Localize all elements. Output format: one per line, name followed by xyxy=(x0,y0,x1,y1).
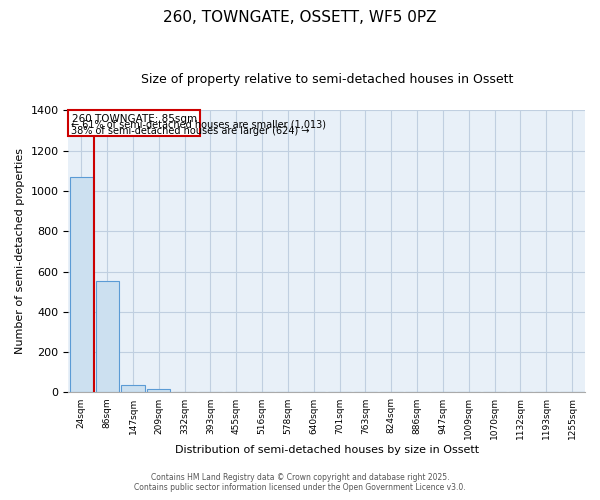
Bar xyxy=(70,177,93,392)
X-axis label: Distribution of semi-detached houses by size in Ossett: Distribution of semi-detached houses by … xyxy=(175,445,479,455)
Text: Contains HM Land Registry data © Crown copyright and database right 2025.
Contai: Contains HM Land Registry data © Crown c… xyxy=(134,473,466,492)
Y-axis label: Number of semi-detached properties: Number of semi-detached properties xyxy=(15,148,25,354)
Text: ← 61% of semi-detached houses are smaller (1,013): ← 61% of semi-detached houses are smalle… xyxy=(71,120,326,130)
Bar xyxy=(95,280,119,392)
Text: 260, TOWNGATE, OSSETT, WF5 0PZ: 260, TOWNGATE, OSSETT, WF5 0PZ xyxy=(163,10,437,25)
Bar xyxy=(121,386,145,392)
Bar xyxy=(147,390,170,392)
Text: 38% of semi-detached houses are larger (624) →: 38% of semi-detached houses are larger (… xyxy=(71,126,310,136)
Title: Size of property relative to semi-detached houses in Ossett: Size of property relative to semi-detach… xyxy=(140,72,513,86)
FancyBboxPatch shape xyxy=(68,110,200,136)
Text: 260 TOWNGATE: 85sqm: 260 TOWNGATE: 85sqm xyxy=(72,114,197,124)
